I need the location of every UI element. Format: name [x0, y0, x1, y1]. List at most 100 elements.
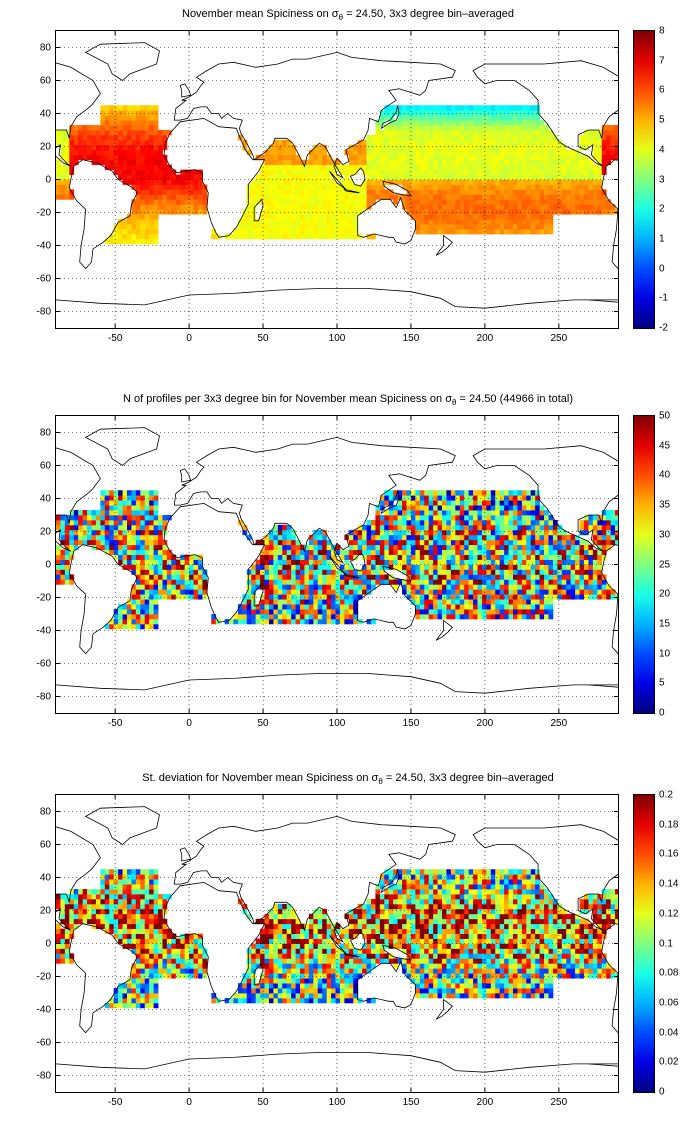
data-bin [309, 224, 314, 229]
data-bin [154, 555, 159, 560]
data-bin [411, 495, 416, 500]
data-bin [504, 574, 509, 579]
data-bin [424, 140, 429, 145]
data-bin [304, 594, 309, 599]
data-bin [398, 520, 403, 525]
data-bin [580, 160, 585, 165]
data-bin [136, 899, 141, 904]
data-bin [420, 594, 425, 599]
data-bin [251, 219, 256, 224]
data-bin [344, 609, 349, 614]
data-bin [300, 175, 305, 180]
data-bin [127, 604, 132, 609]
data-bin [154, 105, 159, 110]
data-bin [411, 505, 416, 510]
data-bin [491, 579, 496, 584]
map-axes [55, 415, 619, 714]
data-bin [540, 574, 545, 579]
data-bin [362, 189, 367, 194]
data-bin [158, 184, 163, 189]
data-bin [500, 135, 505, 140]
data-bin [544, 569, 549, 574]
data-bin [509, 500, 514, 505]
data-bin [278, 214, 283, 219]
data-bin [486, 199, 491, 204]
data-bin [96, 914, 101, 919]
data-bin [100, 530, 105, 535]
data-bin [167, 194, 172, 199]
data-bin [69, 160, 74, 165]
data-bin [278, 150, 283, 155]
data-bin [526, 115, 531, 120]
data-bin [473, 204, 478, 209]
data-bin [91, 899, 96, 904]
data-bin [451, 209, 456, 214]
data-bin [455, 125, 460, 130]
data-bin [123, 540, 128, 545]
data-bin [171, 194, 176, 199]
data-bin [380, 525, 385, 530]
data-bin [136, 224, 141, 229]
data-bin [486, 550, 491, 555]
data-bin [309, 214, 314, 219]
data-bin [162, 550, 167, 555]
data-bin [69, 919, 74, 924]
data-bin [114, 998, 119, 1003]
data-bin [566, 569, 571, 574]
data-bin [100, 105, 105, 110]
data-bin [455, 209, 460, 214]
data-bin [504, 495, 509, 500]
data-bin [469, 209, 474, 214]
data-bin [562, 574, 567, 579]
data-bin [575, 170, 580, 175]
data-bin [282, 229, 287, 234]
data-bin [140, 874, 145, 879]
data-bin [327, 175, 332, 180]
data-bin [131, 599, 136, 604]
data-bin [91, 540, 96, 545]
data-bin [469, 505, 474, 510]
data-bin [131, 889, 136, 894]
data-bin [287, 584, 292, 589]
data-bin [154, 239, 159, 244]
data-bin [185, 569, 190, 574]
data-bin [154, 609, 159, 614]
data-bin [296, 550, 301, 555]
data-bin [469, 105, 474, 110]
data-bin [149, 545, 154, 550]
data-bin [56, 953, 61, 958]
data-bin [282, 619, 287, 624]
data-bin [87, 515, 92, 520]
data-bin [171, 209, 176, 214]
data-bin [513, 609, 518, 614]
data-bin [548, 184, 553, 189]
data-bin [358, 145, 363, 150]
data-bin [265, 165, 270, 170]
data-bin [194, 565, 199, 570]
data-bin [145, 490, 150, 495]
data-bin [140, 579, 145, 584]
data-bin [522, 189, 527, 194]
data-bin [282, 604, 287, 609]
data-bin [482, 194, 487, 199]
data-bin [265, 619, 270, 624]
data-bin [118, 1003, 123, 1008]
data-bin [309, 165, 314, 170]
data-bin [398, 565, 403, 570]
data-bin [309, 589, 314, 594]
data-bin [322, 189, 327, 194]
data-bin [118, 550, 123, 555]
data-bin [389, 495, 394, 500]
data-bin [469, 530, 474, 535]
data-bin [469, 229, 474, 234]
data-bin [478, 135, 483, 140]
colorbar [633, 30, 655, 329]
data-bin [145, 934, 150, 939]
data-bin [336, 194, 341, 199]
data-bin [171, 934, 176, 939]
data-bin [83, 889, 88, 894]
data-bin [469, 510, 474, 515]
data-bin [145, 589, 150, 594]
data-bin [87, 520, 92, 525]
data-bin [504, 609, 509, 614]
